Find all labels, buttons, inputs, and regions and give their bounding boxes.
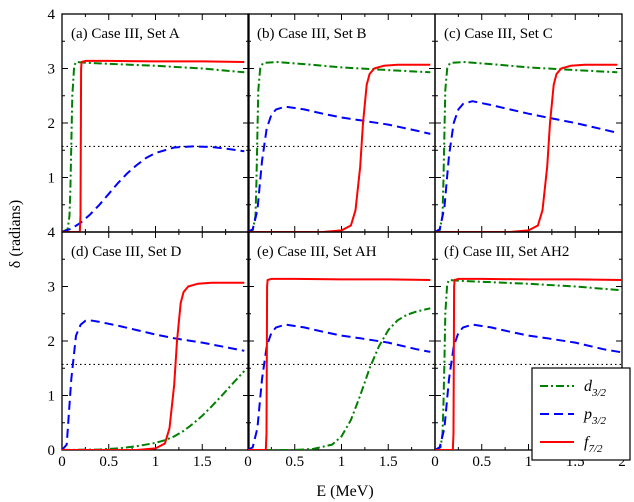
series-line-f72 [62,281,245,450]
x-tick-label: 0.5 [472,454,491,470]
y-tick-label: 2 [48,334,56,350]
panel-frame [247,231,436,451]
x-tick-label: 0.5 [285,454,304,470]
series-line-d32 [248,61,431,232]
y-tick-label: 1 [48,389,56,405]
legend-label-p32: p3/2 [583,406,607,427]
y-tick-label: 0 [48,443,56,459]
y-tick-label: 3 [48,280,56,296]
panel-d: 0 1 2 3 4 0 0.5 1 1.5 (d) Case III, Set D [48,225,250,470]
panels-group: 1 2 3 4 (a) Case III, Set A (b) Case III, Set… [48,7,626,470]
series-line-d32 [248,307,431,450]
panel-title: (f) Case III, Set AH2 [444,244,569,260]
panel-title: (e) Case III, Set AH [257,244,377,260]
series-line-d32 [62,61,245,232]
series-line-f72 [248,63,431,232]
panel-frame [61,231,250,451]
panel-a: 1 2 3 4 (a) Case III, Set A [48,7,250,233]
x-tick-label: 0 [431,454,439,470]
series-line-p32 [62,145,245,232]
series-line-f72 [435,63,618,232]
x-tick-label: 1.5 [193,454,212,470]
panel-c: (c) Case III, Set C [434,13,623,233]
series-line-p32 [248,323,431,450]
x-axis-label: E (MeV) [316,483,373,500]
series-line-p32 [435,100,618,232]
panel-frame [434,13,623,233]
series-line-d32 [435,61,618,232]
panel-title: (c) Case III, Set C [444,26,553,42]
x-tick-label: 1 [525,454,533,470]
x-tick-label: 0.5 [99,454,118,470]
y-tick-label: 2 [48,116,56,132]
series-line-p32 [248,105,431,232]
y-tick-label: 3 [48,62,56,78]
x-tick-label: 1 [152,454,160,470]
panel-b: (b) Case III, Set B [247,13,436,233]
panel-e: 0 0.5 1 1.5 (e) Case III, Set AH [244,231,436,470]
legend-label-d32: d3/2 [584,378,607,399]
x-tick-label: 0 [244,454,252,470]
y-tick-label: 1 [48,171,56,187]
series-line-f72 [62,59,245,232]
x-tick-label: 2 [618,454,626,470]
panel-frame [61,13,250,233]
x-tick-label: 1 [338,454,346,470]
panel-title: (b) Case III, Set B [257,26,367,42]
series-line-f72 [435,277,622,450]
y-tick-label: 4 [48,7,56,23]
x-tick-label: 1.5 [379,454,398,470]
y-axis-label: δ (radians) [7,200,24,268]
panel-title: (a) Case III, Set A [71,26,180,42]
series-line-p32 [62,319,245,450]
x-tick-label: 0 [58,454,66,470]
series-line-d32 [62,370,246,450]
legend-label-f72: f7/2 [584,434,603,455]
panel-frame [247,13,436,233]
panel-title: (d) Case III, Set D [71,244,182,260]
series-line-f72 [248,277,431,450]
legend: d3/2 p3/2 f7/2 [531,367,631,461]
y-tick-label: 4 [48,225,56,241]
